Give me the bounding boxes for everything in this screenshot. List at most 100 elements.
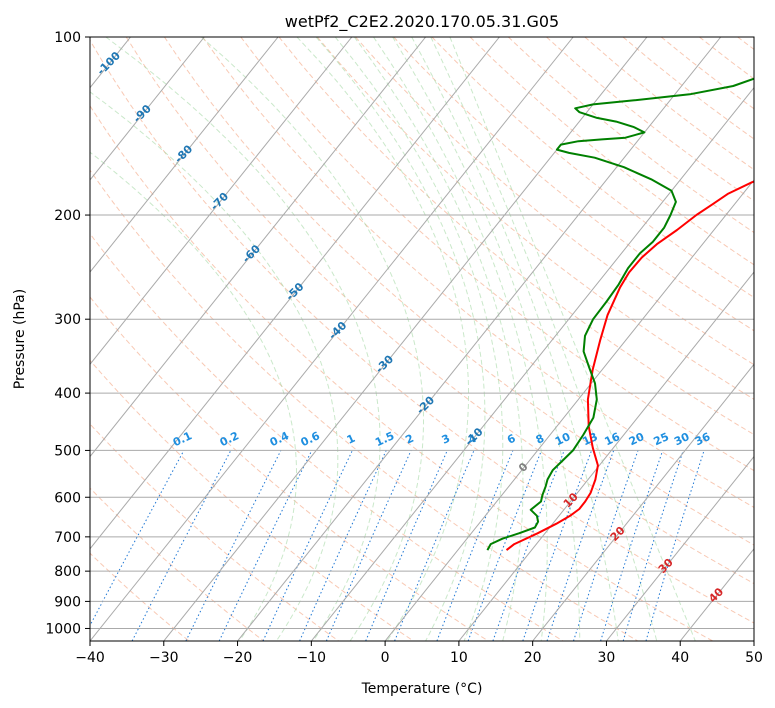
isotherm-line (90, 37, 427, 458)
plot-frame (89, 36, 755, 642)
isotherm-line (90, 37, 353, 366)
dry-adiabat (90, 423, 339, 641)
dry-adiabat (431, 37, 754, 299)
y-tick-label: 400 (54, 386, 81, 402)
x-tick-label: 10 (450, 650, 468, 666)
y-tick-label: 200 (54, 208, 81, 224)
dry-adiabat (316, 37, 754, 400)
moist-adiabat (201, 37, 424, 641)
x-tick-label: −40 (75, 650, 105, 666)
mixing-ratio-label: 3 (440, 432, 452, 447)
isotherm-label: 10 (561, 490, 581, 510)
isotherm-label: -90 (131, 102, 154, 125)
mixing-ratio-label: 0.4 (268, 429, 291, 449)
y-axis: 100 200 300 400 500 600 700 800 900 1000 (45, 30, 90, 637)
mixing-ratio-label: 1 (345, 432, 357, 447)
dry-adiabat (90, 359, 414, 641)
dry-adiabat (355, 37, 754, 366)
mixing-ratio-label: 2 (403, 432, 415, 447)
moist-adiabat (430, 37, 658, 641)
y-tick-label: 100 (54, 30, 81, 46)
isotherm-label: 30 (656, 556, 676, 576)
y-tick-label: 1000 (45, 621, 81, 637)
y-tick-label: 500 (54, 443, 81, 459)
series-line-0 (505, 180, 754, 551)
mixing-ratio-label: 10 (553, 430, 573, 448)
mixing-ratio-line (546, 450, 615, 641)
moist-adiabat (90, 151, 297, 641)
moist-adiabat (353, 37, 524, 641)
moist-adiabat (392, 37, 581, 641)
y-tick-label: 900 (54, 594, 81, 610)
dry-adiabat (90, 552, 190, 641)
mixing-ratio-line (645, 450, 705, 641)
dry-adiabat (584, 37, 754, 171)
isotherm-label: -10 (462, 425, 485, 448)
mixing-ratio-label: 6 (505, 432, 518, 447)
moist-adiabat (90, 91, 339, 641)
moist-adiabat (373, 37, 548, 641)
isotherm-label: -40 (326, 319, 349, 342)
mixing-ratio-line (185, 450, 282, 641)
mixing-ratio-label: 13 (580, 430, 599, 448)
dry-adiabat (660, 37, 754, 110)
y-tick-label: 300 (54, 312, 81, 328)
moist-adiabat (315, 37, 486, 641)
x-axis: −40 −30 −20 −10 0 10 20 30 40 50 (75, 641, 763, 666)
isotherm-label: -80 (172, 142, 195, 165)
y-axis-label: Pressure (hPa) (12, 289, 28, 389)
mixing-ratio-label: 0.2 (218, 429, 241, 449)
mixing-ratio-label: 0.1 (171, 429, 194, 449)
isotherm-line (90, 37, 574, 641)
isotherm-line (90, 37, 205, 181)
mixing-ratio-line (325, 450, 412, 641)
dry-adiabat (737, 37, 754, 51)
dry-adiabat (163, 37, 754, 546)
mixing-ratio-line (262, 450, 353, 641)
mixing-ratio-label: 20 (627, 430, 647, 448)
mixing-ratio-label: 8 (534, 432, 546, 447)
isotherm-line (90, 37, 500, 550)
isotherm-label: -20 (414, 393, 437, 416)
isotherm-line (0, 37, 57, 641)
dry-adiabat (202, 37, 754, 509)
mixing-ratio-line (299, 450, 387, 641)
mixing-ratio-label: 0.6 (299, 429, 322, 449)
dry-adiabat (90, 105, 713, 641)
mixing-ratio-line (131, 450, 232, 641)
series-group (486, 77, 754, 551)
mixing-ratio-line (622, 450, 684, 641)
moist-adiabat (449, 37, 696, 641)
series-line-1 (486, 77, 754, 551)
isotherm-line (384, 179, 754, 641)
mixing-ratio-label: 30 (672, 430, 692, 448)
isotherm-label: 20 (608, 524, 628, 544)
x-tick-label: 40 (671, 650, 689, 666)
dry-adiabat (507, 37, 754, 234)
x-tick-label: −30 (149, 650, 179, 666)
mixing-ratio-line (90, 450, 185, 627)
x-axis-label: Temperature (°C) (361, 681, 483, 697)
isotherm-line (532, 363, 754, 641)
mixing-ratio-line (522, 450, 593, 641)
isotherm-line (237, 37, 722, 641)
mixing-ratio-line (394, 450, 475, 641)
mixing-ratio-line (573, 450, 639, 641)
isotherm-line (310, 86, 754, 641)
isotherm-line (458, 271, 754, 641)
x-tick-label: −10 (297, 650, 327, 666)
moist-adiabat (296, 37, 469, 641)
isotherm-label: -30 (373, 352, 396, 375)
isotherm-label: -100 (94, 49, 123, 78)
dry-adiabat (90, 232, 564, 641)
mixing-ratio-line (600, 450, 664, 641)
x-tick-label: 30 (598, 650, 616, 666)
isotherm-label: 40 (706, 585, 726, 605)
x-tick-label: −20 (223, 650, 253, 666)
isotherm-line (163, 37, 648, 641)
x-tick-label: 50 (745, 650, 763, 666)
dry-adiabat (469, 37, 754, 266)
chart-title: wetPf2_C2E2.2020.170.05.31.G05 (285, 12, 559, 32)
mixing-ratio-line (467, 450, 542, 641)
